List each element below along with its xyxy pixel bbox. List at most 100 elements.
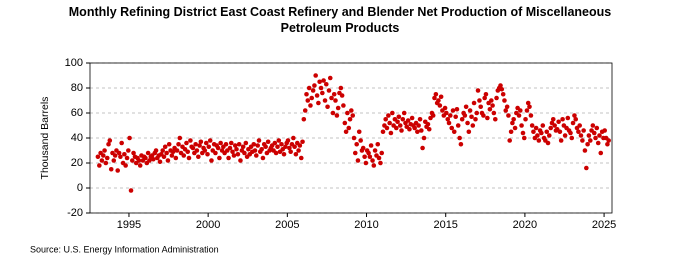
data-point (234, 146, 239, 152)
data-point (322, 98, 328, 103)
data-point (276, 138, 282, 143)
data-point (425, 121, 431, 127)
data-point (568, 130, 573, 136)
data-point (301, 116, 307, 122)
data-point (400, 116, 406, 122)
y-tick-label: 60 (71, 107, 83, 119)
x-tick-label: 2010 (354, 219, 378, 231)
data-point (170, 149, 176, 155)
data-point (341, 103, 346, 108)
data-point (581, 128, 586, 133)
data-point (368, 143, 374, 148)
data-point (588, 138, 593, 143)
data-point (545, 140, 551, 146)
data-point (327, 75, 333, 81)
data-point (586, 133, 592, 138)
data-point (293, 151, 299, 157)
data-point (470, 123, 476, 128)
data-point (119, 140, 124, 146)
data-point (556, 119, 561, 125)
data-point (521, 135, 527, 141)
data-point (595, 140, 601, 146)
data-point (147, 158, 152, 163)
data-point (151, 156, 156, 162)
data-point (227, 145, 233, 151)
data-point (415, 129, 420, 135)
data-point (272, 140, 278, 146)
data-point (137, 163, 143, 168)
data-point (397, 123, 403, 128)
data-point (535, 133, 540, 138)
data-point (375, 141, 381, 147)
data-point (520, 130, 526, 136)
data-point (321, 78, 326, 83)
data-point (213, 150, 218, 156)
data-point (122, 151, 127, 157)
data-point (305, 98, 311, 103)
data-point (405, 118, 411, 123)
data-point (436, 98, 441, 103)
data-point (236, 141, 242, 147)
data-point (300, 139, 305, 145)
data-point (107, 138, 113, 143)
data-point (569, 135, 575, 141)
data-point (281, 151, 287, 157)
data-point (409, 115, 415, 121)
data-point (143, 155, 148, 161)
data-point (485, 115, 490, 121)
data-point (606, 138, 611, 143)
data-point (445, 116, 451, 122)
data-point (106, 141, 111, 147)
data-point (194, 148, 200, 153)
data-point (529, 123, 535, 128)
y-tick-label: 80 (71, 82, 83, 94)
data-point (390, 110, 395, 116)
data-point (383, 116, 388, 122)
data-point (230, 149, 235, 155)
x-tick-label: 2025 (592, 219, 616, 231)
data-point (185, 149, 191, 155)
data-point (333, 98, 338, 103)
data-point (279, 141, 284, 147)
data-point (136, 158, 142, 163)
data-point (350, 113, 356, 118)
data-point (343, 129, 349, 135)
data-point (432, 95, 437, 101)
data-point (252, 148, 258, 153)
data-point (302, 108, 308, 113)
data-point (399, 128, 404, 133)
data-point (197, 143, 202, 148)
data-point (308, 103, 313, 108)
data-point (338, 85, 344, 91)
data-point (292, 144, 297, 150)
data-point (448, 113, 453, 118)
data-point (502, 98, 507, 103)
data-point (316, 100, 321, 106)
data-point (407, 126, 412, 132)
data-point (523, 116, 528, 122)
data-point (318, 85, 324, 91)
y-axis-label: Thousand Barrels (39, 97, 51, 180)
data-point (103, 160, 109, 166)
data-point (186, 155, 192, 161)
data-point (570, 120, 576, 126)
data-point (376, 155, 382, 161)
data-point (112, 153, 118, 158)
data-point (238, 158, 243, 163)
data-point (455, 123, 461, 128)
data-point (457, 135, 462, 141)
data-point (388, 130, 394, 136)
data-point (433, 91, 439, 97)
data-point (557, 129, 563, 135)
data-point (111, 158, 117, 163)
data-point (260, 155, 266, 161)
data-point (426, 126, 432, 132)
data-point (291, 135, 296, 141)
data-point (580, 138, 585, 143)
y-tick-label: 0 (77, 182, 83, 194)
data-point (528, 113, 534, 118)
data-point (312, 83, 317, 88)
data-point (533, 125, 539, 131)
data-point (273, 150, 279, 156)
data-point (235, 151, 241, 157)
